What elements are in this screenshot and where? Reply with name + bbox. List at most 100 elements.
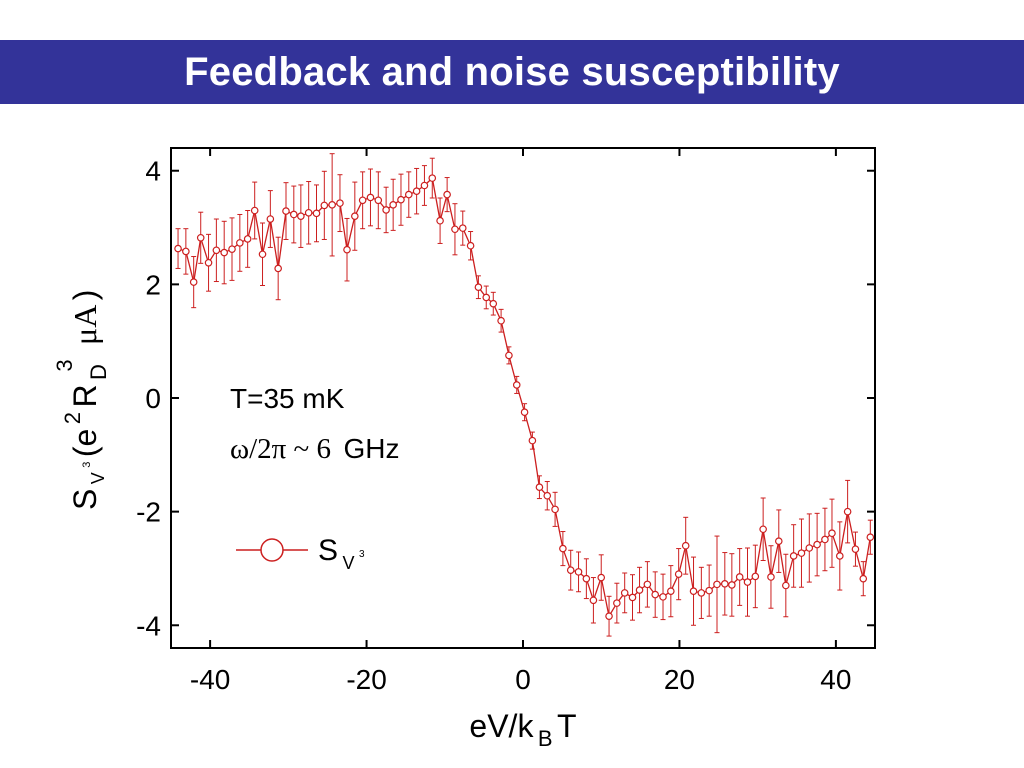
temperature-annotation: T=35 mK — [230, 383, 345, 414]
data-point — [813, 540, 821, 549]
data-point — [466, 241, 475, 250]
data-point — [835, 552, 844, 560]
y-title-s-sub: V — [88, 472, 108, 484]
y-title-s: S — [67, 489, 103, 510]
data-point — [328, 201, 336, 209]
x-tick-label: -40 — [190, 664, 230, 695]
data-point — [859, 574, 868, 583]
data-point — [336, 199, 344, 207]
data-point — [204, 258, 213, 267]
data-point — [236, 239, 244, 247]
data-point — [620, 589, 629, 597]
data-point — [451, 225, 459, 234]
x-axis-title-sub: B — [538, 726, 553, 751]
x-tick-label: 20 — [664, 664, 695, 695]
data-point — [759, 525, 767, 534]
data-point — [597, 573, 606, 582]
data-point — [674, 570, 683, 578]
data-point — [428, 174, 437, 182]
data-point — [574, 568, 583, 576]
data-point — [196, 233, 205, 242]
data-point — [443, 190, 451, 199]
y-axis-title-text: S V 3 (e 2 R D 3 μA ) — [52, 290, 111, 510]
y-title-close: ) — [67, 290, 103, 301]
data-point — [312, 209, 321, 218]
data-point — [389, 201, 397, 209]
data-point — [782, 581, 790, 590]
y-title-mu: μA — [67, 305, 103, 345]
x-axis-title: eV/k B T — [469, 708, 576, 751]
data-point — [697, 589, 706, 597]
data-point — [805, 544, 814, 552]
y-title-r-sup: 3 — [52, 359, 77, 371]
data-point — [589, 596, 598, 605]
data-point — [728, 581, 736, 589]
x-axis-title-main: eV/k — [469, 708, 534, 744]
data-point — [436, 216, 444, 225]
data-point — [789, 552, 798, 560]
data-point — [643, 580, 652, 589]
data-point — [497, 316, 505, 325]
data-point — [412, 187, 421, 195]
data-point — [751, 572, 760, 581]
y-title-open: (e — [67, 429, 103, 457]
data-point — [821, 535, 829, 544]
data-point — [797, 549, 806, 557]
data-point — [189, 278, 198, 286]
data-point — [258, 250, 267, 259]
data-point — [243, 235, 252, 243]
y-tick-label: 2 — [145, 269, 161, 300]
legend-label-main: S — [318, 534, 338, 567]
y-tick-label: 0 — [145, 383, 161, 414]
y-title-e-sup: 2 — [60, 412, 85, 424]
data-point — [489, 299, 498, 308]
data-point — [713, 580, 721, 589]
data-point — [250, 206, 259, 215]
data-point — [851, 545, 860, 553]
data-point — [351, 212, 359, 220]
data-point — [266, 215, 275, 223]
data-point — [282, 207, 290, 215]
data-point — [551, 505, 559, 514]
y-title-r-sub: D — [86, 364, 111, 380]
data-point — [566, 566, 575, 574]
data-point — [721, 579, 729, 588]
data-point — [828, 529, 836, 538]
data-point — [681, 541, 690, 550]
legend-label-sup: 3 — [359, 549, 365, 560]
series-layer — [174, 153, 875, 637]
data-point — [397, 195, 405, 204]
slide-title: Feedback and noise susceptibility — [184, 49, 840, 94]
y-tick-label: 4 — [145, 156, 161, 187]
data-point — [543, 491, 552, 500]
x-tick-label: 0 — [515, 664, 531, 695]
data-point — [535, 483, 544, 492]
data-point — [605, 612, 613, 620]
y-axis-title: S V 3 (e 2 R D 3 μA ) — [52, 290, 111, 510]
data-point — [374, 196, 383, 205]
data-point — [628, 593, 637, 602]
data-point — [382, 206, 390, 214]
data-point — [767, 573, 775, 581]
y-title-r: R — [67, 384, 103, 407]
data-point — [420, 181, 429, 190]
data-point — [659, 593, 667, 601]
data-point — [482, 293, 491, 302]
frequency-unit: GHz — [343, 433, 399, 464]
data-point — [528, 436, 537, 445]
legend: S V 3 — [236, 534, 365, 573]
data-point — [774, 537, 783, 545]
data-point — [212, 246, 221, 255]
data-point — [520, 408, 529, 417]
data-point — [174, 244, 182, 253]
data-point — [228, 245, 236, 253]
y-tick-label: -4 — [136, 610, 161, 641]
legend-marker — [260, 538, 284, 562]
legend-label-sub: V — [342, 553, 354, 573]
legend-label: S V 3 — [318, 534, 365, 573]
y-title-s-sup: 3 — [81, 462, 93, 468]
data-point — [297, 212, 305, 220]
data-point — [843, 507, 852, 516]
frequency-annotation: ω/2π ~ 6 GHz — [230, 433, 399, 465]
